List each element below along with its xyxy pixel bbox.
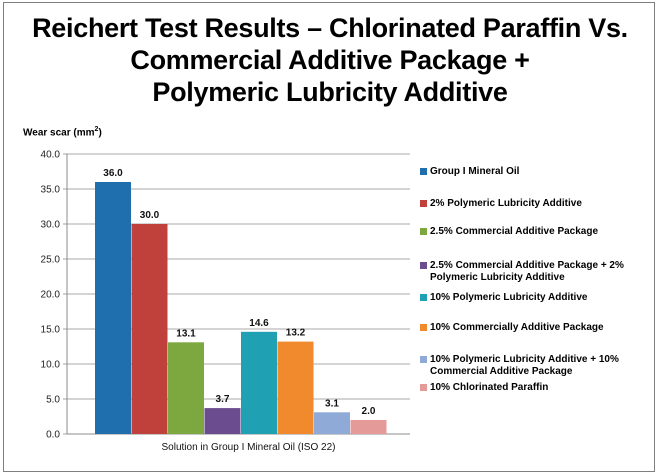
legend-swatch [420, 262, 427, 269]
y-axis-label-tail: ) [98, 127, 102, 139]
y-tick-label: 40.0 [41, 150, 61, 161]
y-tick-label: 20.0 [41, 290, 61, 301]
bar [241, 331, 277, 434]
y-tick-label: 10.0 [41, 360, 61, 371]
legend-swatch [420, 356, 427, 363]
chart-title: Reichert Test Results – Chlorinated Para… [0, 12, 660, 108]
chart-title-line: Commercial Additive Package + [130, 45, 530, 75]
y-axis-label-superscript: 2 [94, 126, 99, 133]
legend-label: 10% Polymeric Lubricity Additive [430, 292, 588, 303]
y-tick-label: 15.0 [41, 325, 61, 336]
bar-value-label: 14.6 [249, 318, 269, 329]
y-tick-label: 25.0 [41, 255, 61, 266]
bar-value-label: 2.0 [362, 406, 376, 417]
legend-swatch [420, 294, 427, 301]
bar-value-label: 30.0 [140, 210, 160, 221]
y-tick-label: 35.0 [41, 185, 61, 196]
x-axis-label: Solution in Group I Mineral Oil (ISO 22) [162, 442, 336, 453]
bar [350, 420, 387, 434]
legend-label: 10% Commercially Additive Package [430, 322, 604, 333]
legend-label: 10% Chlorinated Paraffin [430, 382, 549, 393]
y-tick-label: 30.0 [41, 220, 61, 231]
bar-value-label: 36.0 [103, 168, 123, 179]
legend-swatch [420, 324, 427, 331]
legend-swatch [420, 228, 427, 235]
chart-title-line: Polymeric Lubricity Additive [152, 77, 508, 107]
legend-swatch [420, 200, 427, 207]
y-tick-label: 0.0 [46, 430, 60, 441]
y-axis-label: Wear scar (mm2) [23, 126, 102, 138]
bar-value-label: 13.1 [176, 328, 196, 339]
legend-label: Group I Mineral Oil [430, 166, 520, 177]
bar [314, 412, 350, 434]
bar [277, 341, 314, 434]
bar-value-label: 3.1 [325, 398, 339, 409]
chart-frame [3, 2, 655, 472]
bar [131, 224, 168, 434]
bar-value-label: 13.2 [286, 328, 306, 339]
y-tick-label: 5.0 [46, 395, 60, 406]
chart-title-line: Reichert Test Results – Chlorinated Para… [32, 13, 628, 43]
legend-label: 10% Polymeric Lubricity Additive + 10% C… [430, 354, 619, 377]
legend-swatch [420, 168, 427, 175]
legend-swatch [420, 384, 427, 391]
legend-label: 2% Polymeric Lubricity Additive [430, 198, 582, 209]
y-axis-label-text: Wear scar (mm [23, 127, 95, 139]
legend-label: 2.5% Commercial Additive Package [430, 226, 599, 237]
bar [168, 342, 204, 434]
legend-label: 2.5% Commercial Additive Package + 2% Po… [430, 260, 624, 283]
bar [95, 182, 131, 434]
bar [204, 408, 241, 434]
bar-value-label: 3.7 [216, 394, 230, 405]
